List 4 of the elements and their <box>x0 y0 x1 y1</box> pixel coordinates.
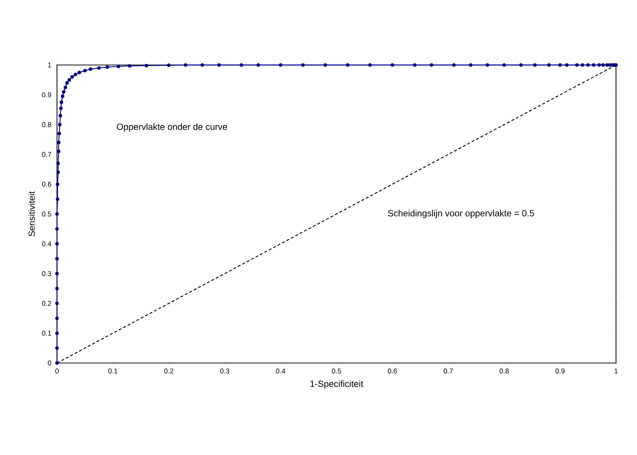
text: Scheidingslijn voor oppervlakte = 0.5 <box>388 210 534 218</box>
annotation: Oppervlakte onder de curve <box>116 123 228 132</box>
y-axis-title: Sensitiviteit <box>28 191 35 236</box>
x-axis-title: 1-Specificiteit <box>310 380 364 389</box>
